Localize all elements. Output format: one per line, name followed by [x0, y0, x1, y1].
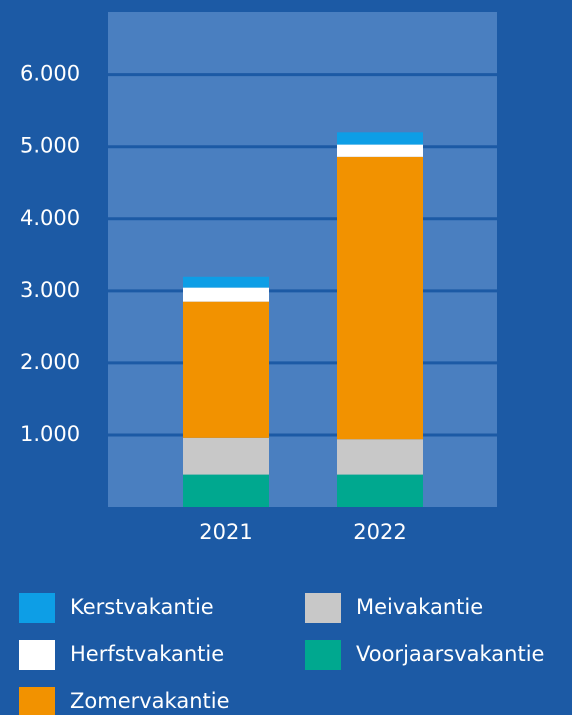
- bar-segment: [183, 287, 269, 302]
- plot-area: [108, 12, 497, 507]
- bar-segment: [183, 276, 269, 288]
- bar-segment: [337, 144, 423, 157]
- y-tick-label: 2.000: [20, 350, 80, 374]
- y-tick-label: 3.000: [20, 278, 80, 302]
- bar-segment: [183, 474, 269, 507]
- x-tick-label: 2022: [353, 520, 406, 544]
- bar-segment: [337, 156, 423, 440]
- legend-swatch: [19, 687, 55, 715]
- legend-label: Zomervakantie: [70, 689, 230, 713]
- bar-segment: [337, 474, 423, 507]
- legend-swatch: [19, 640, 55, 670]
- y-tick-label: 4.000: [20, 206, 80, 230]
- bar-segment: [337, 132, 423, 145]
- legend-swatch: [305, 593, 341, 623]
- bar-segment: [183, 437, 269, 475]
- y-tick-label: 6.000: [20, 62, 80, 86]
- y-tick-label: 1.000: [20, 422, 80, 446]
- legend-swatch: [19, 593, 55, 623]
- legend-label: Voorjaarsvakantie: [356, 642, 544, 666]
- bar-segment: [337, 439, 423, 475]
- legend-swatch: [305, 640, 341, 670]
- x-tick-label: 2021: [199, 520, 252, 544]
- bar-segment: [183, 301, 269, 438]
- legend-label: Meivakantie: [356, 595, 483, 619]
- y-tick-label: 5.000: [20, 134, 80, 158]
- legend-label: Herfstvakantie: [70, 642, 224, 666]
- legend-label: Kerstvakantie: [70, 595, 214, 619]
